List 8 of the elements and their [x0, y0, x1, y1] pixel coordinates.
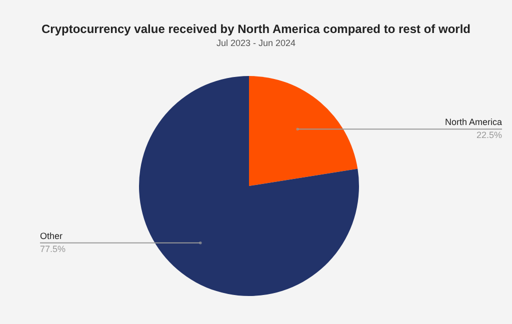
slice-label: Other — [40, 230, 63, 241]
data-label: 22.5% — [476, 130, 502, 140]
chart-subtitle: Jul 2023 - Jun 2024 — [216, 38, 296, 48]
pie-slice — [249, 76, 358, 186]
pie-slice — [139, 76, 359, 296]
data-label: 77.5% — [40, 244, 66, 254]
chart-title: Cryptocurrency value received by North America compared to rest of world — [41, 22, 471, 36]
slice-label: North America — [444, 117, 502, 128]
